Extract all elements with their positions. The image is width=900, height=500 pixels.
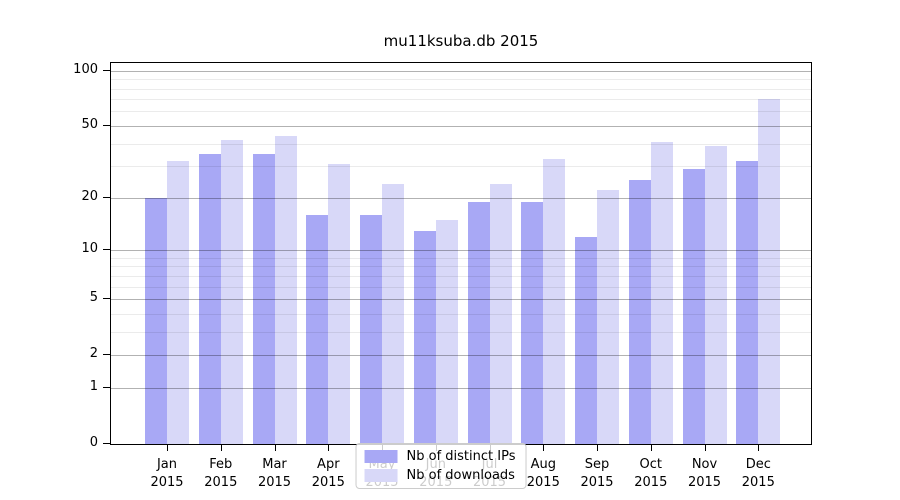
y-axis-tick-mark (103, 354, 110, 356)
gridline-70 (111, 99, 811, 101)
bar-distinct-ips-feb (198, 154, 221, 444)
x-axis-tick-label-apr: Apr 2015 (311, 457, 345, 490)
y-axis-tick-label-50: 50 (81, 116, 98, 132)
x-axis-tick-mark (167, 445, 168, 451)
bar-downloads-feb (220, 139, 243, 444)
bar-distinct-ips-apr (306, 214, 329, 444)
y-axis-tick-mark (103, 69, 110, 71)
bar-downloads-mar (274, 136, 297, 444)
legend: Nb of distinct IPs Nb of downloads (355, 443, 527, 489)
x-axis-tick-label-mar: Mar 2015 (257, 457, 292, 490)
bar-distinct-ips-jan (145, 197, 167, 444)
x-axis-tick-mark (704, 445, 706, 451)
gridline-7 (111, 275, 811, 277)
gridline-50 (111, 125, 811, 127)
y-axis-tick-mark (103, 443, 110, 444)
x-axis-tick-label-jan: Jan 2015 (150, 457, 184, 490)
bar-downloads-sep (597, 190, 619, 444)
bar-downloads-jan (167, 161, 189, 444)
y-axis-tick-mark (103, 386, 110, 388)
x-axis-tick-mark (328, 445, 330, 451)
gridline-9 (111, 257, 811, 259)
y-axis-tick-label-0: 0 (89, 435, 98, 450)
x-axis-tick-mark (597, 445, 598, 451)
bar-downloads-dec (758, 99, 781, 444)
bar-downloads-nov (704, 145, 727, 444)
gridline-3 (111, 331, 811, 333)
x-axis-tick-label-dec: Dec 2015 (741, 457, 775, 490)
legend-swatch-icon (364, 450, 398, 463)
x-axis-tick-label-feb: Feb 2015 (204, 457, 238, 490)
gridline-1 (111, 387, 811, 389)
bar-distinct-ips-dec (736, 161, 759, 444)
bar-downloads-oct (650, 141, 673, 444)
gridline-5 (111, 299, 811, 300)
x-axis-tick-mark (274, 445, 276, 451)
y-axis-tick-label-100: 100 (73, 61, 98, 77)
gridline-100 (111, 70, 811, 72)
x-axis-tick-mark (220, 445, 222, 451)
legend-swatch-icon (364, 469, 398, 482)
x-axis-tick-label-nov: Nov 2015 (687, 457, 722, 490)
bar-distinct-ips-jul (467, 201, 490, 444)
y-axis-tick-mark (103, 124, 110, 126)
y-axis-tick-label-10: 10 (81, 241, 98, 256)
y-axis-tick-label-2: 2 (89, 346, 98, 362)
gridline-30 (111, 166, 811, 168)
legend-item-distinct-ips: Nb of distinct IPs (364, 449, 516, 464)
bar-downloads-jun (435, 219, 458, 444)
bar-downloads-jul (489, 183, 512, 444)
x-axis-tick-label-oct: Oct 2015 (634, 457, 668, 490)
chart-title: mu11ksuba.db 2015 (383, 32, 539, 50)
y-axis-tick-label-1: 1 (89, 378, 98, 394)
gridline-60 (111, 111, 811, 113)
y-axis-tick-label-5: 5 (89, 290, 98, 305)
bar-distinct-ips-sep (575, 236, 597, 444)
gridline-10 (111, 250, 811, 251)
bar-distinct-ips-aug (521, 201, 544, 444)
bar-downloads-apr (328, 163, 351, 444)
legend-label: Nb of distinct IPs (406, 449, 516, 464)
bar-downloads-may (382, 183, 404, 444)
gridline-40 (111, 143, 811, 145)
gridline-80 (111, 88, 811, 90)
gridline-6 (111, 286, 811, 288)
y-axis-tick-label-20: 20 (81, 188, 98, 204)
bar-distinct-ips-may (360, 214, 382, 444)
bar-distinct-ips-oct (628, 180, 651, 444)
bar-downloads-aug (543, 158, 566, 444)
gridline-90 (111, 79, 811, 81)
bar-distinct-ips-mar (252, 154, 275, 444)
bar-distinct-ips-nov (682, 168, 705, 444)
bar-distinct-ips-jun (413, 230, 436, 444)
x-axis-tick-label-sep: Sep 2015 (580, 457, 614, 490)
y-axis-tick-mark (103, 249, 110, 250)
y-axis-tick-mark (103, 196, 110, 198)
gridline-20 (111, 197, 811, 199)
x-axis-tick-label-aug: Aug 2015 (526, 457, 560, 490)
x-axis-tick-mark (758, 445, 760, 451)
legend-label: Nb of downloads (406, 468, 515, 483)
x-axis-tick-mark (650, 445, 652, 451)
x-axis-tick-mark (543, 445, 545, 451)
legend-item-downloads: Nb of downloads (364, 468, 516, 483)
gridline-2 (111, 355, 811, 357)
gridline-8 (111, 266, 811, 268)
y-axis-tick-mark (103, 298, 110, 299)
plot-area (110, 62, 812, 445)
gridline-4 (111, 313, 811, 315)
